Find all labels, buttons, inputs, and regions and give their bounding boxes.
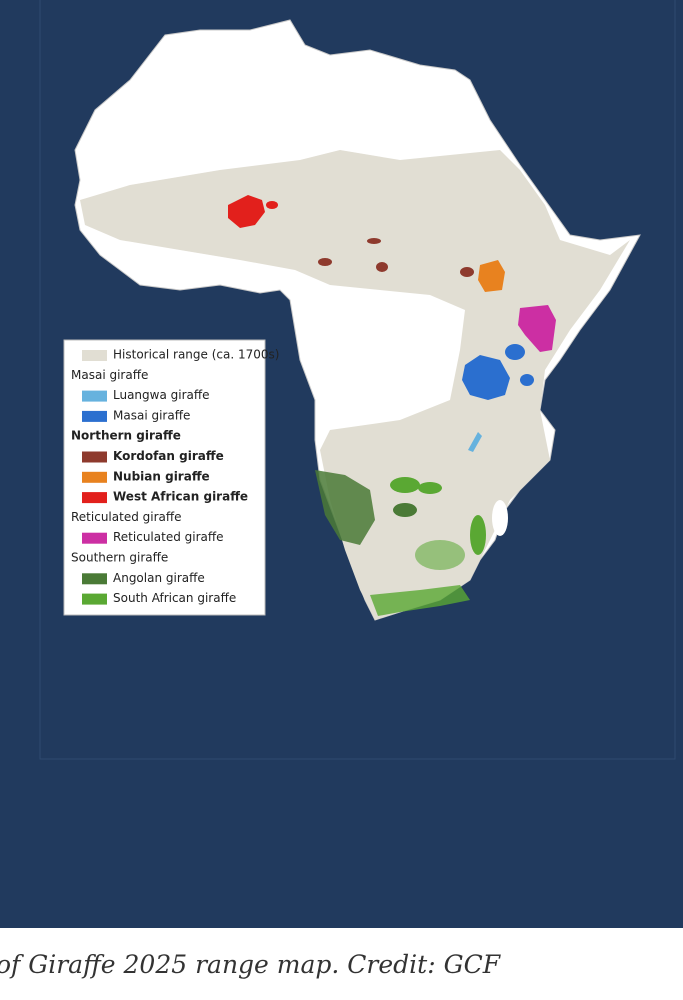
legend-label: West African giraffe [113, 490, 248, 504]
map-frame [39, 0, 676, 760]
legend-swatch [82, 350, 107, 361]
masai-range [462, 355, 510, 400]
legend-label: Luangwa giraffe [113, 388, 210, 402]
luangwa-range [468, 432, 482, 452]
legend-label: Nubian giraffe [113, 469, 210, 483]
legend-swatch [82, 573, 107, 585]
legend-label: Historical range (ca. 1700s) [113, 348, 279, 362]
nubian-range [478, 260, 505, 292]
legend-swatch [82, 451, 107, 463]
angolan-range [315, 470, 375, 545]
legend: Historical range (ca. 1700s) Masai giraff… [63, 339, 279, 616]
masai-range [520, 374, 534, 386]
south-african-range [390, 477, 420, 493]
legend-group-title: Masai giraffe [71, 368, 148, 382]
west-african-range [266, 201, 278, 209]
legend-swatch [82, 410, 107, 422]
west-african-range [228, 195, 265, 228]
legend-group-title: Southern giraffe [71, 551, 168, 565]
reticulated-range [518, 305, 556, 352]
angolan-range [393, 503, 417, 517]
kordofan-range [376, 262, 388, 272]
south-african-range [415, 540, 465, 570]
caption: of Giraffe 2025 range map. Credit: GCF [0, 950, 502, 979]
south-african-range [418, 482, 442, 494]
caption-area [0, 928, 683, 1000]
legend-swatch [82, 532, 107, 544]
kordofan-range [367, 238, 381, 244]
legend-label: Masai giraffe [113, 408, 190, 422]
legend-label: Kordofan giraffe [113, 449, 224, 463]
legend-swatch [82, 492, 107, 504]
legend-label: South African giraffe [113, 591, 236, 605]
masai-range [505, 344, 525, 360]
legend-swatch [82, 390, 107, 402]
legend-label: Angolan giraffe [113, 571, 205, 585]
legend-label: Reticulated giraffe [113, 530, 224, 544]
range-patches [228, 195, 556, 616]
kordofan-range [460, 267, 474, 277]
madagascar [492, 500, 508, 536]
south-african-range [370, 585, 470, 616]
legend-group-title: Northern giraffe [71, 429, 181, 443]
legend-swatch [82, 471, 107, 483]
south-african-range [470, 515, 486, 555]
legend-group-title: Reticulated giraffe [71, 510, 182, 524]
legend-swatch [82, 593, 107, 605]
kordofan-range [318, 258, 332, 266]
